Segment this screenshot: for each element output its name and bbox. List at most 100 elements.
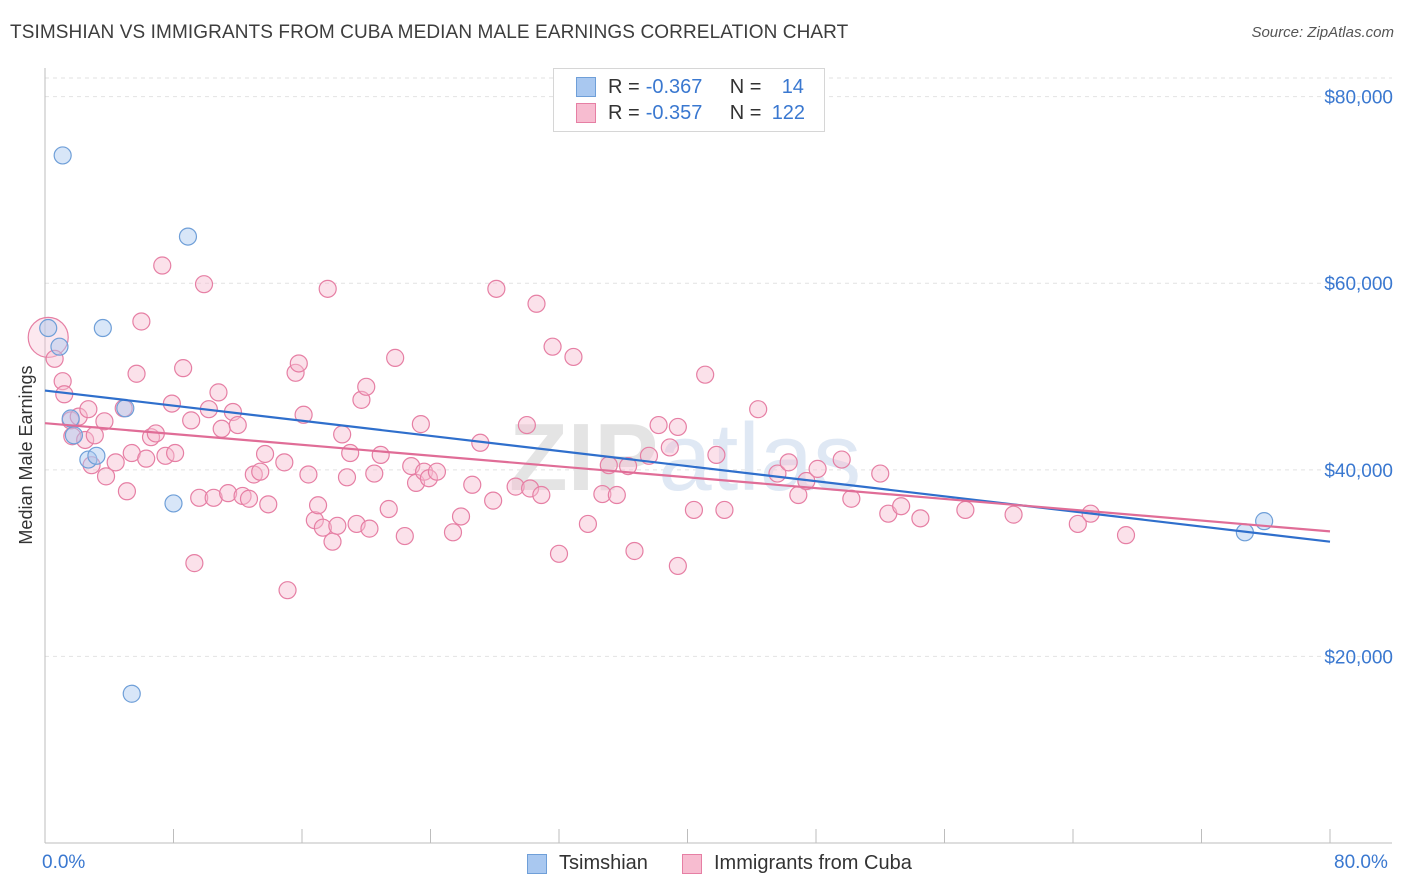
bottom-legend-swatch-cuba bbox=[682, 853, 702, 874]
cuba-point bbox=[527, 294, 546, 313]
cuba-point bbox=[360, 519, 379, 538]
cuba-point bbox=[625, 541, 644, 561]
cuba-point bbox=[96, 467, 116, 486]
cuba-point bbox=[275, 453, 294, 472]
legend-swatch-tsimshian bbox=[576, 77, 596, 97]
cuba-point bbox=[593, 484, 612, 504]
cuba-point bbox=[543, 337, 562, 356]
bottom-legend-label: Tsimshian bbox=[559, 852, 648, 874]
cuba-point bbox=[520, 479, 540, 498]
bottom-legend-swatch-tsimshian bbox=[527, 853, 547, 874]
cuba-point bbox=[956, 500, 975, 520]
cuba-point bbox=[506, 477, 525, 496]
legend-r-value: -0.367 bbox=[645, 75, 703, 98]
cuba-point bbox=[106, 453, 125, 472]
tsimshian-point bbox=[122, 684, 141, 703]
legend-row-tsimshian: R = -0.367 N = 14 bbox=[576, 75, 804, 99]
cuba-point bbox=[696, 365, 715, 384]
cuba-point bbox=[427, 462, 447, 481]
cuba-point bbox=[607, 485, 626, 505]
cuba-point bbox=[76, 430, 95, 450]
cuba-point bbox=[153, 256, 172, 275]
legend-r-label: R = bbox=[608, 75, 640, 98]
source-label: Source: ZipAtlas.com bbox=[1251, 24, 1394, 41]
cuba-point bbox=[337, 468, 357, 487]
cuba-point bbox=[379, 499, 398, 519]
chart-title: TSIMSHIAN VS IMMIGRANTS FROM CUBA MEDIAN… bbox=[10, 22, 849, 43]
cuba-point bbox=[185, 554, 204, 573]
tsimshian-point bbox=[39, 318, 58, 338]
legend-r-value: -0.357 bbox=[645, 101, 703, 124]
cuba-point bbox=[194, 275, 214, 294]
grid-lines bbox=[45, 77, 1392, 657]
cuba-point bbox=[484, 491, 503, 510]
cuba-point bbox=[463, 475, 482, 494]
x-tick-label-min: 0.0% bbox=[42, 852, 86, 873]
cuba-trend-line bbox=[44, 422, 1331, 533]
bottom-legend-tsimshian: Tsimshian bbox=[527, 852, 648, 875]
legend-n-value: 14 bbox=[781, 75, 804, 98]
cuba-point bbox=[95, 412, 114, 431]
cuba-point bbox=[487, 279, 506, 298]
cuba-point bbox=[82, 456, 101, 475]
cuba-point bbox=[649, 415, 668, 435]
cuba-point bbox=[190, 488, 209, 507]
tsimshian-point bbox=[93, 318, 112, 338]
cuba-point bbox=[911, 509, 930, 528]
cuba-point bbox=[668, 556, 687, 576]
cuba-point bbox=[209, 383, 228, 402]
legend-n-label: N = bbox=[729, 101, 762, 124]
tsimshian-point bbox=[164, 494, 183, 513]
y-tick-label: $40,000 bbox=[1324, 461, 1393, 482]
cuba-point bbox=[174, 359, 193, 378]
cuba-point bbox=[289, 354, 308, 373]
cuba-point bbox=[132, 312, 151, 331]
y-tick-label: $80,000 bbox=[1324, 88, 1393, 109]
cuba-point bbox=[443, 523, 463, 542]
tsimshian-point bbox=[178, 227, 198, 246]
cuba-point bbox=[357, 377, 376, 396]
legend-n-value: 122 bbox=[771, 101, 806, 124]
cuba-point bbox=[715, 500, 734, 520]
cuba-point bbox=[137, 449, 156, 468]
cuba-point bbox=[1116, 526, 1136, 545]
x-tick-label-max: 80.0% bbox=[1334, 852, 1388, 873]
legend-n-label: N = bbox=[729, 75, 762, 98]
cuba-point bbox=[45, 349, 64, 368]
bottom-legend-label: Immigrants from Cuba bbox=[714, 852, 912, 874]
cuba-point bbox=[162, 394, 181, 413]
axes bbox=[44, 68, 1392, 844]
legend-box: R = -0.367 N = 14 R = -0.357 N = 122 bbox=[553, 68, 825, 132]
cuba-point bbox=[239, 489, 259, 508]
cuba-point bbox=[212, 419, 231, 438]
bottom-legend: Tsimshian Immigrants from Cuba bbox=[0, 852, 1406, 878]
cuba-point bbox=[532, 485, 551, 505]
cuba-point bbox=[294, 405, 313, 424]
tsimshian-point bbox=[64, 426, 84, 445]
cuba-point bbox=[365, 464, 384, 483]
cuba-point bbox=[371, 445, 390, 465]
cuba-point bbox=[79, 400, 98, 419]
tsimshian-point bbox=[116, 399, 135, 418]
y-tick-labels: $20,000 $40,000 $60,000 $80,000 bbox=[1324, 88, 1393, 669]
cuba-point bbox=[892, 497, 911, 516]
legend-row-cuba: R = -0.357 N = 122 bbox=[576, 101, 805, 125]
cuba-point bbox=[660, 438, 679, 457]
cuba-point bbox=[779, 453, 798, 472]
cuba-point bbox=[259, 495, 278, 514]
cuba-point bbox=[323, 532, 342, 551]
cuba-point bbox=[1068, 514, 1087, 534]
cuba-point bbox=[549, 544, 569, 563]
legend-swatch-cuba bbox=[576, 103, 596, 123]
cuba-point bbox=[871, 464, 890, 483]
tsimshian-trend-line bbox=[44, 389, 1331, 543]
trend-lines bbox=[44, 389, 1331, 543]
tsimshian-point bbox=[87, 446, 106, 465]
watermark: ZIPatlas bbox=[509, 404, 861, 511]
cuba-point bbox=[395, 526, 414, 546]
cuba-point bbox=[578, 514, 598, 534]
cuba-point bbox=[53, 372, 72, 391]
data-points bbox=[27, 146, 1274, 703]
cuba-point bbox=[707, 445, 726, 465]
cuba-point bbox=[564, 347, 583, 367]
